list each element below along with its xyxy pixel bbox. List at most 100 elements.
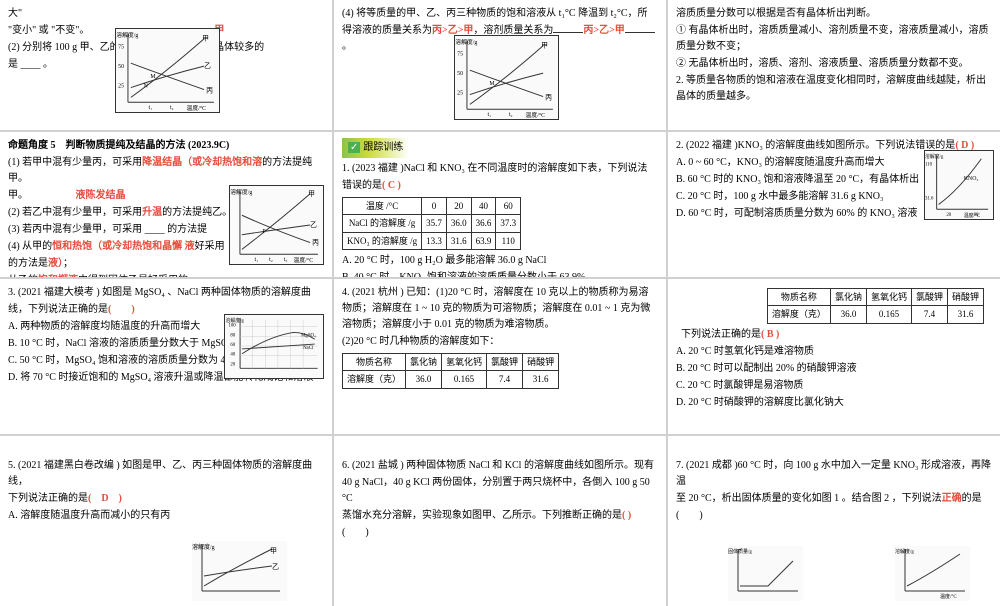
svg-text:溶解度/g: 溶解度/g [226, 317, 245, 324]
svg-text:110: 110 [925, 163, 933, 168]
cell-12: 7. (2021 成都 )60 °C 时，向 100 g 水中加入一定量 KNO… [668, 436, 1000, 606]
svg-text:丙: 丙 [545, 93, 552, 101]
svg-text:20: 20 [230, 362, 235, 367]
text: 5. (2021 福建黑白卷改编 ) 如图是甲、乙、丙三种固体物质的溶解度曲线， [8, 458, 324, 490]
text: ( ) [342, 525, 658, 541]
svg-text:温度/°C: 温度/°C [187, 104, 207, 112]
svg-text:P: P [262, 229, 266, 235]
cell-8: 4. (2021 杭州 ) 已知：(1)20 °C 时，溶解度在 10 克以上的… [334, 279, 666, 434]
text: (2) 分别将 100 g 甲、乙的 [8, 42, 120, 53]
text: ； [63, 258, 73, 269]
answer: 降温结晶（或冷却热饱和溶 [142, 157, 262, 168]
graph-12a: 固体质量/g [728, 546, 803, 601]
text: (2) 若乙中混有少量甲，可采用 [8, 207, 142, 218]
svg-text:t₂: t₂ [509, 112, 513, 118]
svg-text:固体质量/g: 固体质量/g [728, 548, 752, 555]
svg-text:t₁: t₁ [255, 257, 259, 263]
svg-text:75: 75 [457, 52, 463, 58]
svg-text:t₁: t₁ [148, 105, 152, 111]
text: (4) 从甲的 [8, 241, 52, 252]
cell-4: 命题角度 5 判断物质提纯及结晶的方法 (2023.9C) (1) 若甲中混有少… [0, 132, 332, 277]
svg-text:t₃: t₃ [284, 257, 288, 263]
option-b: B. 40 °C 时，KNO₃ 饱和溶液的溶质质量分数小于 63.9% [342, 270, 658, 277]
option-a: A. 溶解度随温度升高而减小的只有丙 [8, 508, 324, 524]
svg-text:甲: 甲 [541, 42, 548, 50]
cell-5: ✓跟踪训练 1. (2023 福建 )NaCl 和 KNO₃ 在不同温度时的溶解… [334, 132, 666, 277]
cell-3: 溶质质量分数可以根据是否有晶体析出判断。 ① 有晶体析出时，溶质质量减小、溶剂质… [668, 0, 1000, 130]
answer: 恒和热饱（或冷却热饱和晶懈 液 [52, 241, 195, 252]
svg-text:溶解度/g: 溶解度/g [925, 153, 944, 160]
section-heading: ✓跟踪训练 [342, 138, 409, 158]
svg-text:40: 40 [230, 353, 235, 358]
svg-text:丙: 丙 [312, 239, 319, 247]
svg-text:25: 25 [457, 91, 463, 97]
svg-text:温度/°C: 温度/°C [526, 111, 546, 119]
text: 的方法是 [8, 258, 48, 269]
svg-text:温度/°C: 温度/°C [940, 593, 957, 600]
svg-text:溶解度/g: 溶解度/g [192, 543, 215, 551]
solubility-table: 温度 /°C0204060 NaCl 的溶解度 /g35.736.036.637… [342, 197, 521, 250]
text: ② 无晶体析出时，溶质、溶剂、溶液质量、溶质质量分数都不变。 [676, 56, 992, 72]
answer: ( C ) [382, 180, 401, 191]
svg-text:50: 50 [457, 71, 463, 77]
cell-1: 大" "变小" 或 "不变"。 甲 (2) 分别将 100 g 甲、乙的 t₂°… [0, 0, 332, 130]
text: 的方法提纯乙。 [162, 207, 232, 218]
option-a: A. 20 °C 时，100 g H₂O 最多能溶解 36.0 g NaCl [342, 253, 658, 269]
svg-text:乙: 乙 [272, 563, 279, 571]
text: ① 有晶体析出时，溶质质量减小、溶剂质量不变，溶液质量减小，溶质质量分数不变； [676, 23, 992, 55]
text: 溶质质量分数可以根据是否有晶体析出判断。 [676, 6, 992, 22]
svg-text:甲: 甲 [308, 190, 315, 198]
option-b: B. 20 °C 时可以配制出 20% 的硝酸钾溶液 [676, 361, 992, 377]
solubility-table-3: 物质名称氯化钠氢氧化钙氯酸钾硝酸钾 溶解度（克）36.00.1657.431.6 [767, 288, 984, 324]
svg-text:甲: 甲 [202, 35, 209, 43]
svg-text:50: 50 [118, 64, 124, 70]
text: 4. (2021 杭州 ) 已知：(1)20 °C 时，溶解度在 10 克以上的… [342, 285, 658, 333]
svg-text:60: 60 [230, 343, 235, 348]
heading: 命题角度 5 判断物质提纯及结晶的方法 (2023.9C) [8, 140, 229, 151]
text: 大" [8, 8, 22, 19]
text: 好采用 [195, 241, 225, 252]
text: 6. (2021 盐城 ) 两种固体物质 NaCl 和 KCl 的溶解度曲线如图… [342, 458, 658, 474]
graph-10: 甲乙 溶解度/g [192, 541, 287, 601]
cell-6: 2. (2022 福建 )KNO₃ 的溶解度曲线如图所示。下列说法错误的是( D… [668, 132, 1000, 277]
text: 1. (2023 福建 )NaCl 和 KNO₃ 在不同温度时的溶解度如下表，下… [342, 161, 658, 177]
text: 至 20 °C，析出固体质量的变化如图 1 。结合图 2 ，下列说法 [676, 493, 942, 504]
text: 中得到固体乙最好采用的 [78, 275, 188, 277]
text: "变小" 或 "不变"。 [8, 25, 89, 36]
svg-text:t₂: t₂ [269, 257, 273, 263]
answer: 饱和懈液 [38, 275, 78, 277]
text: 7. (2021 成都 )60 °C 时，向 100 g 水中加入一定量 KNO… [676, 458, 992, 490]
svg-text:100: 100 [228, 324, 236, 329]
text: 的是 [962, 493, 982, 504]
svg-text:t₁: t₁ [487, 112, 491, 118]
svg-text:75: 75 [118, 45, 124, 51]
text: 40 g NaCl，40 g KCl 两份固体，分别置于两只烧杯中，各倒入 10… [342, 475, 658, 507]
graph-12b: 溶解度/g 温度/°C [895, 546, 970, 601]
text: 蒸馏水充分溶解，实验现象如图甲、乙所示。下列推断正确的是 [342, 510, 622, 521]
answer: 液） [48, 258, 63, 269]
answer: ( D ) [88, 493, 122, 504]
svg-text:乙: 乙 [310, 221, 317, 229]
svg-text:溶解度/g: 溶解度/g [455, 38, 477, 46]
cell-10: 5. (2021 福建黑白卷改编 ) 如图是甲、乙、丙三种固体物质的溶解度曲线，… [0, 436, 332, 606]
svg-text:MgSO₄: MgSO₄ [301, 333, 316, 338]
option-d: D. 20 °C 时硝酸钾的溶解度比氯化钠大 [676, 395, 992, 411]
svg-text:KNO₃: KNO₃ [964, 176, 979, 182]
text: (1) 若甲中混有少量丙，可采用 [8, 157, 142, 168]
mgso4-graph: MgSO₄NaCl10080604020溶解度/g [224, 314, 324, 379]
text: (4) 将等质量的甲、乙、丙三种物质的饱和溶液从 t₁°C 降温到 t₂°C，所 [342, 6, 658, 22]
answer: 正确 [942, 493, 962, 504]
svg-text:温度/°C: 温度/°C [294, 256, 314, 264]
svg-text:80: 80 [230, 333, 235, 338]
svg-text:甲: 甲 [270, 547, 277, 555]
answer: 丙>乙>甲 [583, 25, 624, 36]
svg-text:31.6: 31.6 [925, 197, 934, 202]
svg-text:t₂: t₂ [170, 105, 174, 111]
answer: ( B ) [761, 329, 779, 340]
svg-text:溶解度/g: 溶解度/g [895, 548, 914, 555]
text: 下列说法正确的是 [681, 329, 761, 340]
answer: ( ) [108, 304, 135, 315]
text: 错误的是 [342, 180, 382, 191]
text: 下列说法正确的是 [8, 493, 88, 504]
svg-text:M: M [150, 74, 156, 80]
